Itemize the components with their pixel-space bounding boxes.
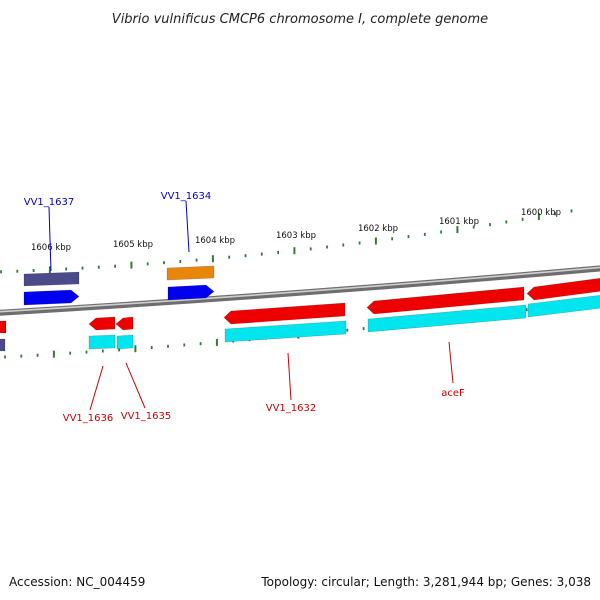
gene-label-vv1-1632: VV1_1632: [266, 403, 317, 414]
callout-line-vv1-1632: [287, 352, 292, 401]
cds-feature-acef: [367, 304, 527, 333]
gene-feature-acef: [366, 286, 525, 315]
kbp-label-1603: 1603 kbp: [276, 231, 316, 241]
cds-feature-vv1-1634: [167, 284, 215, 301]
cds-feature-vv1-1636: [88, 334, 116, 350]
topology-summary-text: Topology: circular; Length: 3,281,944 bp…: [260, 575, 591, 589]
gene-feature-vv1-1632: [223, 302, 346, 325]
gene-feature-vv1-1636: [88, 316, 116, 331]
callout-line-vv1-1636: [89, 365, 104, 411]
cds-feature-vv1-1632: [224, 320, 347, 343]
gene-label-acef: aceF: [441, 388, 465, 399]
map-title: Vibrio vulnificus CMCP6 chromosome I, co…: [112, 12, 488, 27]
gene-feature-vv1-1637: [23, 271, 80, 287]
kbp-label-1605: 1605 kbp: [113, 240, 153, 250]
cds-feature-vv1-1637: [23, 289, 80, 306]
cds-feature-right-edge: [527, 294, 600, 318]
gene-layer: [0, 265, 600, 352]
gene-label-vv1-1637: VV1_1637: [24, 197, 75, 208]
chromosome-backbone-highlight: [0, 266, 600, 313]
gene-feature-vv1-1635: [115, 316, 134, 331]
kbp-label-1606: 1606 kbp: [31, 243, 71, 253]
callout-line-vv1-1634: [185, 200, 190, 253]
kbp-label-1604: 1604 kbp: [195, 236, 235, 246]
kbp-label-1601: 1601 kbp: [439, 217, 479, 227]
gene-feature-right-edge: [526, 277, 600, 301]
gene-label-vv1-1634: VV1_1634: [161, 191, 212, 202]
gene-feature-left-edge: [0, 338, 6, 352]
gene-label-vv1-1636: VV1_1636: [63, 413, 114, 424]
callout-line-vv1-1637: [48, 206, 52, 272]
gene-label-vv1-1635: VV1_1635: [121, 411, 172, 422]
kbp-label-1600: 1600 kbp: [521, 208, 561, 218]
kbp-label-1602: 1602 kbp: [358, 224, 398, 234]
accession-text: Accession: NC_004459: [9, 575, 145, 589]
gene-feature-vv1-1634: [166, 265, 215, 281]
cds-feature-vv1-1635: [116, 334, 134, 350]
kbp-label-layer: 1606 kbp 1605 kbp 1604 kbp 1603 kbp 1602…: [31, 208, 561, 253]
gene-feature-left-reverse-edge: [0, 320, 7, 334]
callout-layer: VV1_1637 VV1_1634 VV1_1636 VV1_1635 VV1_…: [24, 191, 465, 424]
callout-line-acef: [448, 341, 454, 384]
chromosome-backbone: [0, 265, 600, 316]
callout-line-vv1-1635: [125, 362, 146, 409]
